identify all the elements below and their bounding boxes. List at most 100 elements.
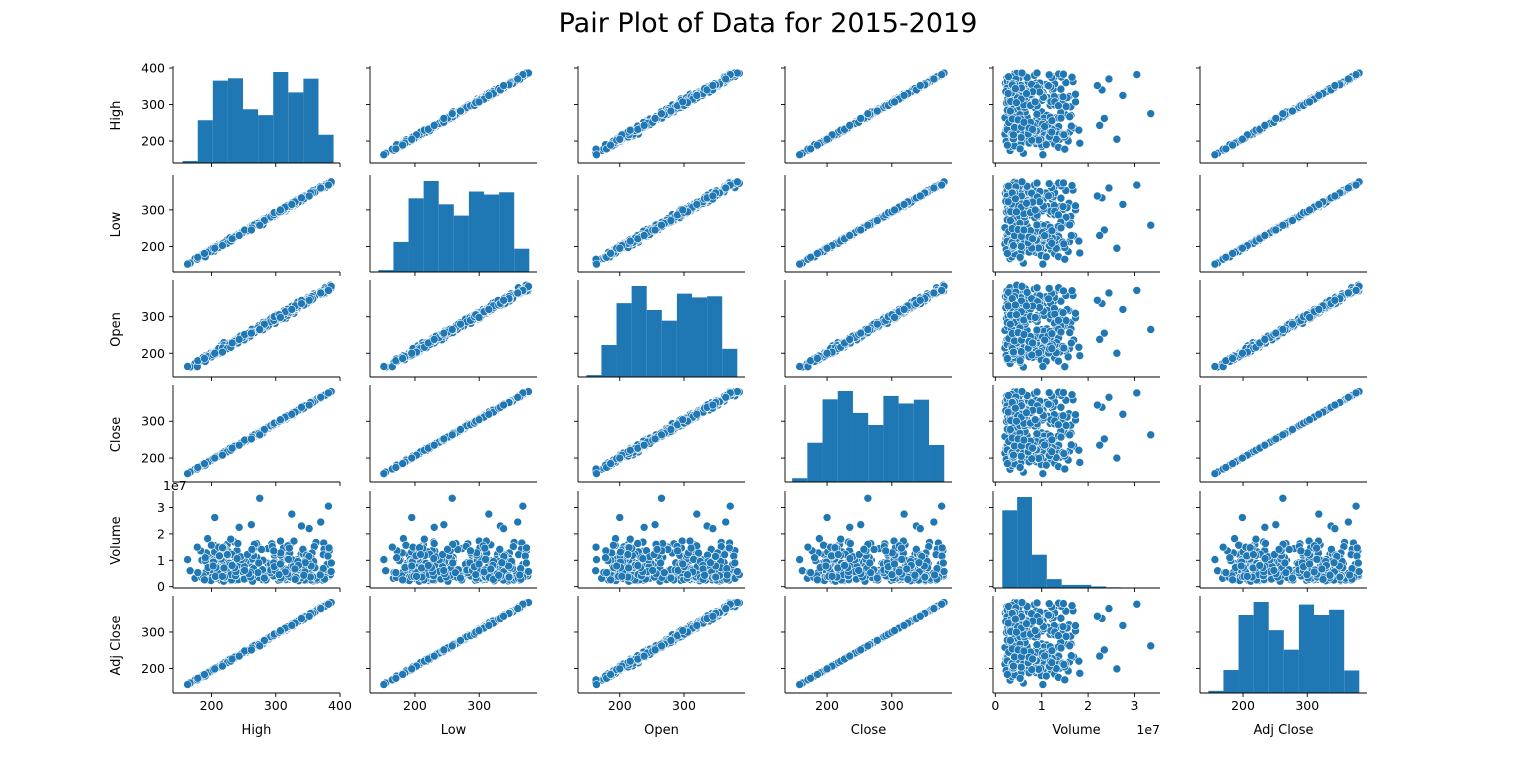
scatter-point xyxy=(1033,69,1041,77)
scatter-point xyxy=(1067,122,1075,130)
scatter-point xyxy=(1352,71,1360,79)
scatter-point xyxy=(1057,194,1065,202)
scatter-point xyxy=(1029,235,1037,243)
scatter-point xyxy=(1067,231,1075,239)
scatter-point xyxy=(1059,70,1067,78)
scatter-point xyxy=(1054,211,1062,219)
scatter-point xyxy=(900,91,908,99)
scatter-point xyxy=(1059,179,1067,187)
histogram-bar-high xyxy=(198,120,213,163)
scatter-point xyxy=(938,181,946,189)
scatter-point xyxy=(1012,99,1020,107)
scatter-point xyxy=(1061,255,1069,263)
scatter-point xyxy=(1054,102,1062,110)
scatter-point xyxy=(1306,98,1314,106)
scatter-point xyxy=(1261,121,1269,129)
scatter-point xyxy=(1068,182,1076,190)
scatter-point xyxy=(1044,82,1052,90)
scatter-point xyxy=(607,249,615,257)
histogram-bar-open xyxy=(647,310,662,377)
scatter-point xyxy=(813,354,821,362)
scatter-point xyxy=(1147,221,1155,229)
scatter-point xyxy=(256,221,264,229)
scatter-point xyxy=(1039,151,1047,159)
y-tick-label: 300 xyxy=(141,202,165,217)
scatter-point xyxy=(1119,200,1127,208)
scatter-point xyxy=(1022,90,1030,98)
scatter-point xyxy=(667,217,675,225)
scatter-point xyxy=(1048,227,1056,235)
scatter-point xyxy=(857,226,865,234)
scatter-point xyxy=(679,98,687,106)
scatter-point xyxy=(733,178,741,186)
scatter-point xyxy=(1003,249,1011,257)
scatter-point xyxy=(1048,117,1056,125)
scatter-point xyxy=(235,335,243,343)
histogram-bar-open xyxy=(601,345,616,377)
scatter-point xyxy=(514,289,522,297)
scatter-point xyxy=(1229,141,1237,149)
scatter-point xyxy=(1029,125,1037,133)
scatter-point xyxy=(1059,93,1067,101)
scatter-point xyxy=(276,313,284,321)
scatter-point xyxy=(1105,75,1113,83)
scatter-point xyxy=(846,231,854,239)
scatter-point xyxy=(1229,249,1237,257)
scatter-point xyxy=(1315,200,1323,208)
scatter-point xyxy=(1147,110,1155,118)
histogram-bar-high xyxy=(258,115,273,163)
scatter-point xyxy=(485,305,493,313)
scatter-point xyxy=(796,362,804,370)
scatter-point xyxy=(640,231,648,239)
scatter-point xyxy=(457,320,465,328)
scatter-point xyxy=(1033,179,1041,187)
scatter-point xyxy=(1068,73,1076,81)
scatter-point xyxy=(288,305,296,313)
scatter-point xyxy=(514,75,522,83)
scatter-point xyxy=(846,335,854,343)
scatter-point xyxy=(430,335,438,343)
scatter-point xyxy=(324,181,332,189)
scatter-point xyxy=(1352,181,1360,189)
scatter-point xyxy=(1279,110,1287,118)
scatter-point xyxy=(1045,71,1053,79)
scatter-point xyxy=(1060,131,1068,139)
scatter-point xyxy=(1006,107,1014,115)
scatter-point xyxy=(930,184,938,192)
scatter-point xyxy=(651,226,659,234)
scatter-point xyxy=(305,192,313,200)
scatter-point xyxy=(1042,141,1050,149)
y-tick-label: 200 xyxy=(141,346,165,361)
scatter-point xyxy=(317,184,325,192)
scatter-point xyxy=(891,313,899,321)
scatter-point xyxy=(857,114,865,122)
scatter-point xyxy=(823,135,831,143)
scatter-point xyxy=(1288,217,1296,225)
scatter-point xyxy=(1261,231,1269,239)
scatter-point xyxy=(1306,206,1314,214)
scatter-point xyxy=(1066,221,1074,229)
scatter-point xyxy=(1059,203,1067,211)
scatter-point xyxy=(626,237,634,245)
scatter-point xyxy=(1031,206,1039,214)
scatter-point xyxy=(593,260,601,268)
histogram-bar-low xyxy=(484,195,499,272)
scatter-point xyxy=(640,121,648,129)
scatter-point xyxy=(1016,145,1024,153)
scatter-point xyxy=(440,114,448,122)
scatter-point xyxy=(247,226,255,234)
scatter-point xyxy=(1020,226,1028,234)
scatter-point xyxy=(1033,110,1041,118)
scatter-point xyxy=(1272,114,1280,122)
scatter-point xyxy=(448,326,456,334)
scatter-point xyxy=(440,329,448,337)
scatter-point xyxy=(823,349,831,357)
scatter-point xyxy=(218,348,226,356)
scatter-point xyxy=(1096,121,1104,129)
scatter-point xyxy=(679,206,687,214)
scatter-point xyxy=(211,349,219,357)
scatter-point xyxy=(1272,226,1280,234)
scatter-point xyxy=(796,260,804,268)
